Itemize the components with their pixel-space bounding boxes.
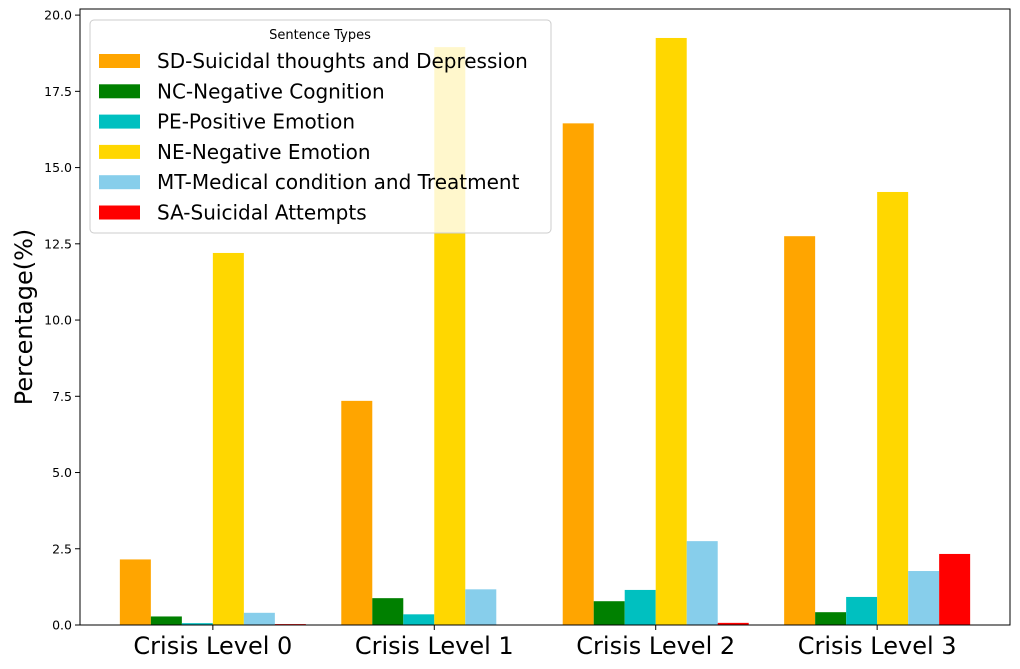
bar-nc-2: [593, 601, 625, 625]
bar-mt-3: [908, 571, 940, 625]
legend: Sentence Types SD-Suicidal thoughts and …: [89, 19, 552, 234]
bar-nc-0: [150, 616, 182, 625]
legend-label: PE-Positive Emotion: [157, 110, 355, 134]
bar-ne-2: [655, 37, 687, 626]
bar-sd-2: [562, 123, 594, 625]
bar-ne-0: [212, 252, 244, 626]
y-tick-label: 15.0: [44, 160, 72, 175]
bar-nc-3: [815, 612, 847, 625]
legend-swatch: [99, 54, 140, 68]
bar-mt-2: [686, 541, 718, 625]
bar-pe-0: [181, 623, 213, 625]
y-tick-label: 17.5: [44, 84, 72, 99]
x-tick-label: Crisis Level 0: [133, 632, 292, 660]
plot-frame: [79, 8, 1011, 626]
y-axis: 0.0 2.5 5.0 7.5 10.0 12.5 15.0 17.5 20.0: [44, 8, 80, 633]
bar-mt-0: [243, 612, 275, 625]
y-tick-label: 2.5: [52, 541, 72, 556]
legend-label: MT-Medical condition and Treatment: [157, 170, 520, 194]
legend-swatch: [99, 205, 140, 220]
y-tick-label: 5.0: [52, 465, 72, 480]
legend-swatch: [99, 175, 140, 190]
bars-group: [119, 37, 971, 626]
bar-mt-1: [465, 589, 497, 625]
x-tick-label: Crisis Level 1: [355, 632, 514, 660]
y-tick-label: 10.0: [44, 313, 72, 328]
y-axis-title: Percentage(%): [10, 229, 38, 406]
x-tick-label: Crisis Level 2: [576, 632, 735, 660]
y-tick-label: 0.0: [52, 618, 72, 633]
bar-pe-3: [846, 596, 878, 625]
legend-label: SD-Suicidal thoughts and Depression: [157, 49, 528, 73]
legend-swatch: [99, 114, 140, 129]
legend-box: [89, 19, 552, 234]
bar-sa-3: [939, 553, 971, 625]
bar-nc-1: [372, 598, 404, 625]
legend-label: NC-Negative Cognition: [157, 79, 385, 103]
y-tick-label: 7.5: [52, 389, 72, 404]
legend-swatch: [99, 144, 140, 159]
x-tick-label: Crisis Level 3: [798, 632, 957, 660]
bar-pe-1: [403, 614, 435, 625]
bar-sa-2: [717, 622, 749, 625]
bar-sd-3: [784, 236, 816, 626]
y-tick-label: 20.0: [44, 8, 72, 23]
bar-sd-0: [119, 559, 151, 625]
legend-label: SA-Suicidal Attempts: [157, 201, 367, 225]
bar-pe-2: [624, 589, 656, 625]
bar-ne-3: [877, 191, 909, 626]
bar-sd-1: [341, 400, 373, 625]
legend-title: Sentence Types: [269, 28, 371, 43]
x-axis: Crisis Level 0 Crisis Level 1 Crisis Level…: [133, 625, 957, 660]
legend-label: NE-Negative Emotion: [157, 140, 371, 164]
y-tick-label: 12.5: [44, 236, 72, 251]
legend-swatch: [99, 84, 140, 99]
legend-items: SD-Suicidal thoughts and Depression NC-Ne…: [99, 49, 528, 225]
